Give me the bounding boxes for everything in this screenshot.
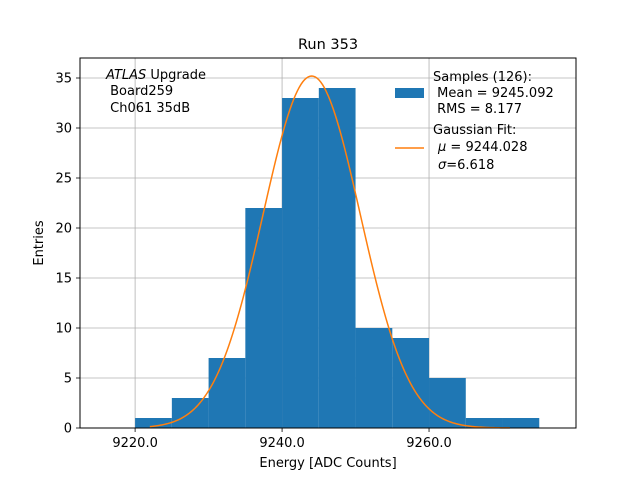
legend-samples-line-1: Samples (126): [433,70,532,85]
annotation-line-3: Ch061 35dB [106,101,190,116]
y-tick-label-1: 5 [64,372,72,387]
histogram-bar-5 [318,88,356,428]
x-tick-label-0: 9220.0 [112,436,158,451]
x-axis-ticks: 9220.0 9240.0 9260.0 [112,428,452,451]
histogram-bar-9 [465,418,503,428]
legend-fit-sigma: σ=6.618 [438,158,494,173]
annotation-line-1: ATLAS Upgrade [105,68,206,83]
legend-samples-swatch [395,88,424,98]
histogram-bar-8 [429,378,466,428]
histogram-bar-3 [245,208,283,428]
y-tick-label-7: 35 [55,72,72,87]
legend-samples-line-3: RMS = 8.177 [433,102,522,117]
x-tick-label-2: 9260.0 [406,436,452,451]
y-tick-label-2: 10 [55,322,72,337]
annotation-upgrade: Upgrade [146,68,206,83]
annotation-line-2: Board259 [106,84,173,99]
chart-title: Run 353 [298,37,358,53]
plot-area [79,57,577,429]
x-tick-label-1: 9240.0 [259,436,305,451]
histogram-bar-6 [355,328,393,428]
legend-fit-mu: μ = 9244.028 [437,140,527,155]
y-axis-ticks: 0 5 10 15 20 25 30 35 [55,72,80,437]
y-axis-label: Entries [32,220,47,266]
legend-sigma-value: =6.618 [446,158,494,173]
legend-mu-value: = 9244.028 [446,140,527,155]
plot-frame [79,57,577,429]
histogram-bars [135,88,540,428]
annotation-box: ATLAS Upgrade Board259 Ch061 35dB [105,68,206,116]
y-tick-label-4: 20 [55,222,72,237]
legend-fit-line-1: Gaussian Fit: [433,123,516,138]
y-tick-label-3: 15 [55,272,72,287]
x-axis-label: Energy [ADC Counts] [259,456,396,471]
histogram-bar-0 [135,418,172,428]
y-tick-label-5: 25 [55,172,72,187]
gaussian-fit-curve [149,75,510,429]
histogram-bar-10 [502,418,540,428]
legend: Samples (126): Mean = 9245.092 RMS = 8.1… [395,70,554,173]
histogram-bar-4 [282,98,319,428]
histogram-bar-2 [208,358,246,428]
y-tick-label-0: 0 [64,422,72,437]
y-tick-label-6: 30 [55,122,72,137]
legend-mu-symbol: μ [437,140,446,155]
annotation-atlas: ATLAS [105,68,146,83]
legend-samples-line-2: Mean = 9245.092 [433,86,554,101]
legend-sigma-symbol: σ [438,158,447,173]
